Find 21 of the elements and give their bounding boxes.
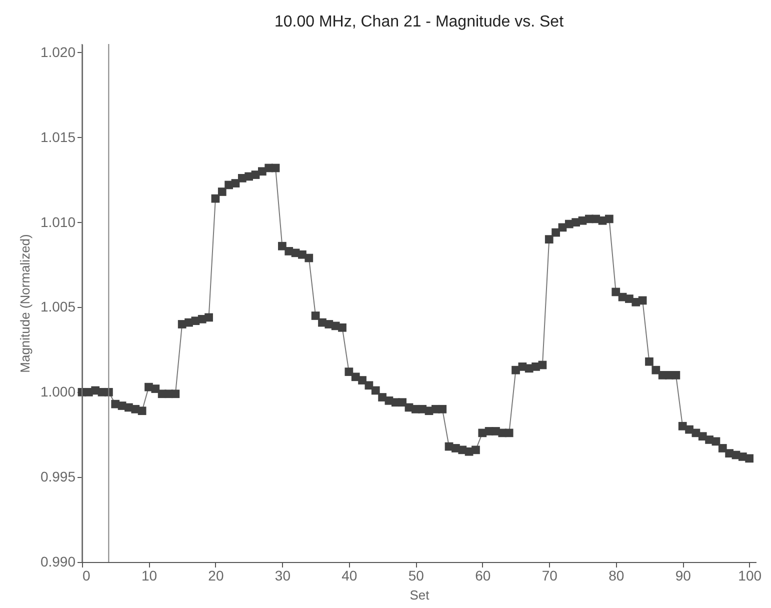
x-tick-label: 70 xyxy=(542,568,558,584)
y-tick-label: 1.010 xyxy=(40,214,76,230)
y-tick-label: 0.990 xyxy=(40,554,76,570)
y-tick-label: 0.995 xyxy=(40,468,76,485)
x-tick-label: 0 xyxy=(82,568,90,584)
x-tick-label: 10 xyxy=(141,568,158,584)
chart-title: 10.00 MHz, Chan 21 - Magnitude vs. Set xyxy=(274,14,564,30)
x-tick-label: 20 xyxy=(208,568,224,584)
x-tick-label: 50 xyxy=(408,568,424,584)
y-tick-label: 1.000 xyxy=(40,384,76,400)
y-tick-label: 1.015 xyxy=(40,128,76,145)
x-axis-title: Set xyxy=(410,588,430,602)
y-tick-label: 1.020 xyxy=(40,44,76,60)
x-tick-label: 40 xyxy=(342,568,358,584)
y-tick-label: 1.005 xyxy=(40,298,76,315)
x-tick-label: 90 xyxy=(675,568,692,584)
x-tick-label: 60 xyxy=(475,568,491,584)
x-tick-label: 100 xyxy=(738,568,762,584)
y-axis-title: Magnitude (Normalized) xyxy=(17,234,32,373)
x-tick-label: 80 xyxy=(608,568,624,584)
x-tick-label: 30 xyxy=(274,568,291,584)
